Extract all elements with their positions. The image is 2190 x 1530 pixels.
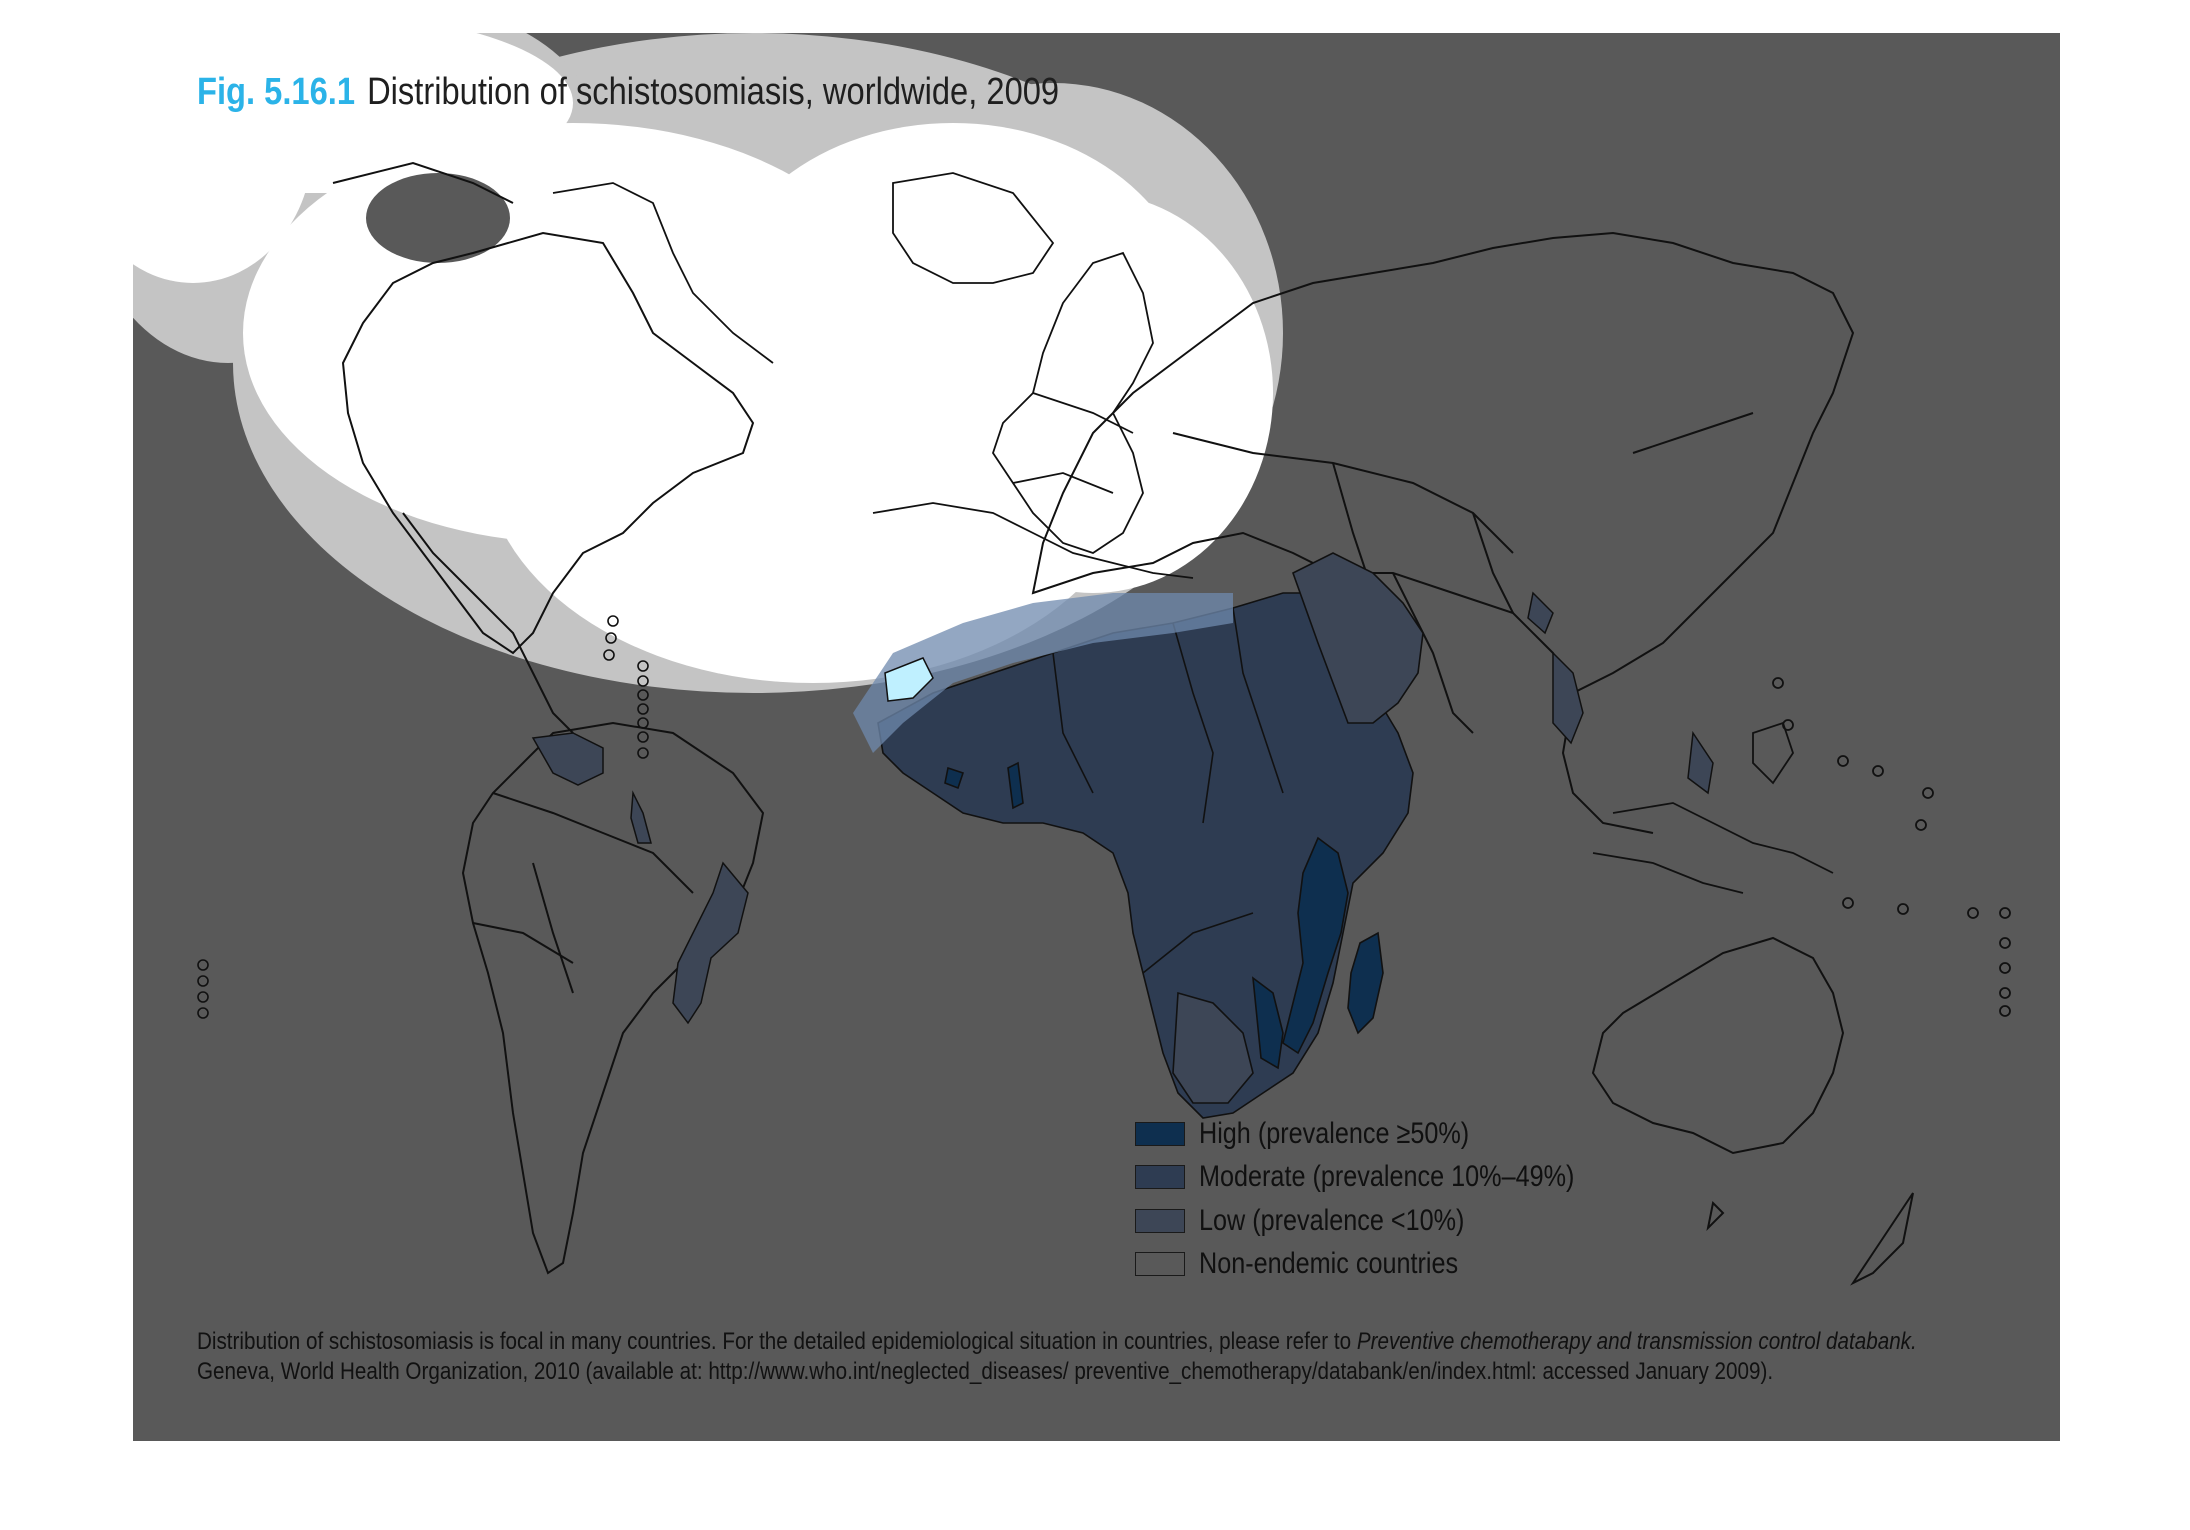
southeast-asia — [1292, 677, 2011, 1017]
footnote-line-1: Distribution of schistosomiasis is focal… — [197, 1327, 1917, 1357]
south-america-endemic — [531, 732, 749, 1025]
europe — [552, 172, 1194, 579]
africa-endemic — [877, 552, 1424, 1119]
asia-endemic — [1527, 591, 1714, 795]
legend-swatch-high — [1135, 1121, 1185, 1146]
west-africa-band — [853, 593, 1233, 753]
legend-label-non-endemic: Non-endemic countries — [1199, 1247, 1459, 1281]
footnote: Distribution of schistosomiasis is focal… — [197, 1327, 1917, 1387]
legend-swatch-low — [1135, 1208, 1185, 1233]
caribbean-islands — [197, 615, 649, 1019]
footnote-line-2: Geneva, World Health Organization, 2010 … — [197, 1358, 1774, 1385]
legend-label-low: Low (prevalence <10%) — [1199, 1203, 1465, 1237]
footnote-text-1: Distribution of schistosomiasis is focal… — [197, 1328, 1357, 1355]
figure-number: Fig. 5.16.1 — [197, 71, 356, 113]
legend-item-non-endemic: Non-endemic countries — [1135, 1243, 1646, 1287]
legend-item-low: Low (prevalence <10%) — [1135, 1199, 1646, 1243]
australia — [1591, 936, 1914, 1286]
americas — [332, 161, 765, 1275]
legend: High (prevalence ≥50%) Moderate (prevale… — [1135, 1112, 1646, 1286]
legend-label-moderate: Moderate (prevalence 10%–49%) — [1199, 1160, 1575, 1194]
legend-item-moderate: Moderate (prevalence 10%–49%) — [1135, 1156, 1646, 1200]
western-sahara — [884, 657, 934, 702]
legend-swatch-moderate — [1135, 1165, 1185, 1190]
legend-item-high: High (prevalence ≥50%) — [1135, 1112, 1646, 1156]
world-map — [133, 33, 2011, 1286]
figure-title-text: Distribution of schistosomiasis, worldwi… — [367, 71, 1060, 113]
overlay-white — [133, 33, 1273, 683]
figure-panel: Fig. 5.16.1 Distribution of schistosomias… — [133, 33, 2060, 1441]
legend-swatch-non-endemic — [1135, 1252, 1185, 1277]
databank-title: Preventive chemotherapy and transmission… — [1356, 1328, 1917, 1355]
legend-label-high: High (prevalence ≥50%) — [1199, 1116, 1470, 1150]
dark-patch — [366, 173, 510, 263]
figure-title: Fig. 5.16.1 Distribution of schistosomias… — [197, 73, 1059, 111]
